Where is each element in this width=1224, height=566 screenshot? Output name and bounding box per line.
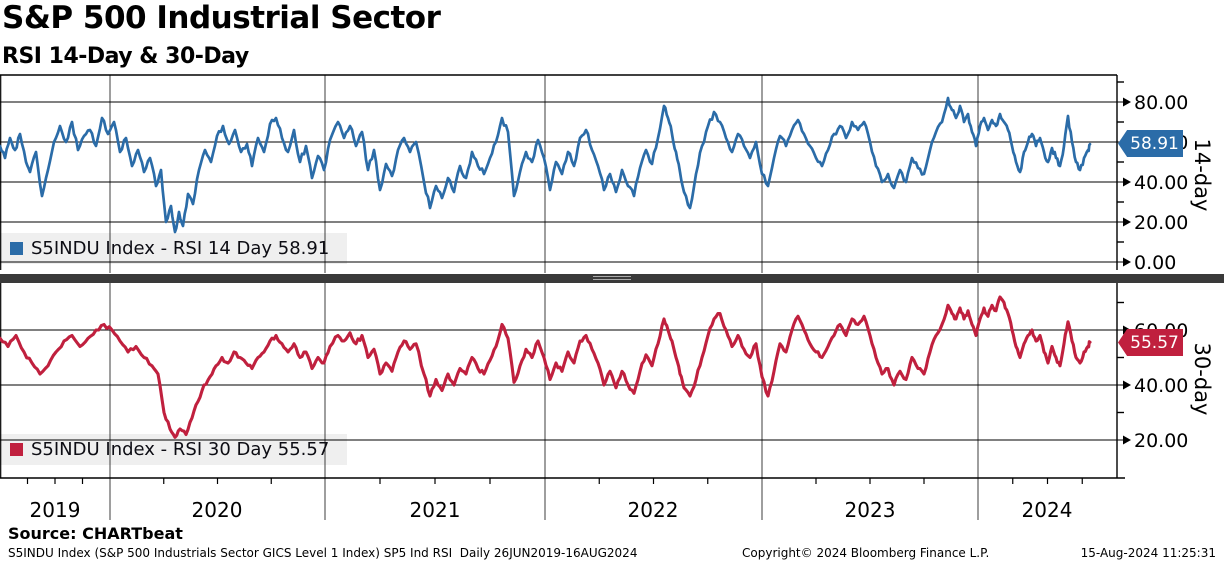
y-tick-label: 80.00 <box>1134 92 1188 114</box>
x-axis-year-label: 2024 <box>1022 498 1073 522</box>
y-tick-arrow-icon <box>1123 435 1131 445</box>
legend-rsi30[interactable]: S5INDU Index - RSI 30 Day 55.57 <box>10 434 329 465</box>
right-axis-label-30day: 30-day <box>1190 342 1214 416</box>
legend-background-rsi30 <box>0 434 347 465</box>
x-axis-year-label: 2023 <box>845 498 896 522</box>
y-tick-label: 0.00 <box>1134 252 1176 274</box>
footer-timestamp: 15-Aug-2024 11:25:31 <box>1080 546 1216 560</box>
panel-separator[interactable] <box>0 274 1224 283</box>
legend-background-rsi14 <box>0 233 347 264</box>
x-axis-year-label: 2022 <box>628 498 679 522</box>
y-tick-label: 40.00 <box>1134 375 1188 397</box>
page-subtitle: RSI 14-Day & 30-Day <box>2 44 249 69</box>
y-tick-label: 20.00 <box>1134 212 1188 234</box>
x-axis-year-label: 2021 <box>410 498 461 522</box>
footer-description: S5INDU Index (S&P 500 Industrials Sector… <box>8 546 638 560</box>
right-axis-label-14day: 14-day <box>1190 138 1214 212</box>
y-tick-arrow-icon <box>1123 217 1131 227</box>
x-axis-year-label: 2019 <box>30 498 81 522</box>
y-tick-arrow-icon <box>1123 380 1131 390</box>
last-value-badge-rsi14: 58.91 <box>1118 130 1183 157</box>
rsi30-line <box>0 295 1092 439</box>
last-value-badge-rsi30: 55.57 <box>1118 329 1183 356</box>
last-value-rsi14: 58.91 <box>1130 133 1179 154</box>
y-tick-arrow-icon <box>1123 97 1131 107</box>
rsi14-line <box>0 96 1092 234</box>
y-tick-label: 40.00 <box>1134 172 1188 194</box>
source-label: Source: CHARTbeat <box>8 524 183 543</box>
legend-label-rsi30: S5INDU Index - RSI 30 Day 55.57 <box>31 439 330 460</box>
y-tick-arrow-icon <box>1123 177 1131 187</box>
last-value-rsi30: 55.57 <box>1130 332 1179 353</box>
legend-swatch-rsi30-icon <box>10 443 23 456</box>
footer-copyright: Copyright© 2024 Bloomberg Finance L.P. <box>742 546 990 560</box>
y-tick-label: 20.00 <box>1134 430 1188 452</box>
legend-label-rsi14: S5INDU Index - RSI 14 Day 58.91 <box>31 238 330 259</box>
legend-rsi14[interactable]: S5INDU Index - RSI 14 Day 58.91 <box>10 233 329 264</box>
y-tick-arrow-icon <box>1123 257 1131 267</box>
page-title: S&P 500 Industrial Sector <box>2 0 441 36</box>
legend-swatch-rsi14-icon <box>10 242 23 255</box>
separator-drag-handle-icon[interactable] <box>593 275 631 282</box>
x-axis-year-label: 2020 <box>192 498 243 522</box>
